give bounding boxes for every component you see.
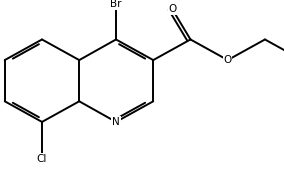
Text: O: O [224,55,232,65]
Text: N: N [112,117,120,127]
Text: Cl: Cl [37,154,47,164]
Text: Br: Br [110,0,122,9]
Text: O: O [168,4,176,14]
